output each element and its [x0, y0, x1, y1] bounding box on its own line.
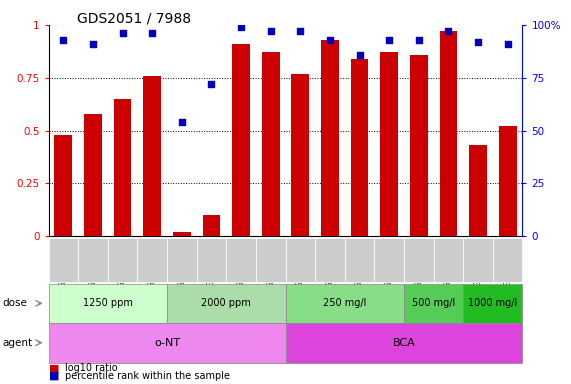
Point [148, 30, 157, 36]
Bar [321, 40, 339, 236]
Point [236, 24, 246, 30]
Text: 2000 ppm: 2000 ppm [202, 298, 251, 308]
Text: GSM105775: GSM105775 [296, 240, 305, 287]
Text: 1000 mg/l: 1000 mg/l [468, 298, 517, 308]
Text: GSM105784: GSM105784 [89, 240, 98, 286]
Text: agent: agent [3, 338, 33, 348]
Bar [173, 232, 191, 236]
Text: GSM105790: GSM105790 [266, 240, 275, 287]
Point [325, 36, 335, 43]
Point [59, 36, 68, 43]
Bar [380, 53, 398, 236]
Text: 500 mg/l: 500 mg/l [412, 298, 455, 308]
Point [385, 36, 394, 43]
Point [444, 28, 453, 35]
Point [355, 51, 364, 58]
Text: BCA: BCA [393, 338, 415, 348]
Text: GSM105777: GSM105777 [355, 240, 364, 287]
Text: o-NT: o-NT [154, 338, 180, 348]
Text: GSM105782: GSM105782 [503, 240, 512, 286]
Bar [410, 55, 428, 236]
Bar [262, 53, 280, 236]
Bar [499, 126, 517, 236]
Bar [203, 215, 220, 236]
Point [414, 36, 423, 43]
Text: GSM105780: GSM105780 [444, 240, 453, 286]
Text: log10 ratio: log10 ratio [65, 363, 117, 373]
Text: dose: dose [3, 298, 28, 308]
Bar [351, 59, 368, 236]
Text: GSM105778: GSM105778 [385, 240, 393, 286]
Point [177, 119, 186, 125]
Point [266, 28, 275, 35]
Bar [54, 135, 73, 236]
Text: GSM105781: GSM105781 [473, 240, 482, 286]
Bar [84, 114, 102, 236]
Point [503, 41, 512, 47]
Bar [232, 44, 250, 236]
Bar [291, 73, 309, 236]
Bar [440, 31, 457, 236]
Text: GSM105788: GSM105788 [207, 240, 216, 286]
Bar [114, 99, 131, 236]
Point [118, 30, 127, 36]
Text: 250 mg/l: 250 mg/l [323, 298, 367, 308]
Bar [143, 76, 161, 236]
Text: GSM105787: GSM105787 [178, 240, 186, 286]
Text: GSM105779: GSM105779 [415, 240, 423, 287]
Point [296, 28, 305, 35]
Point [473, 39, 482, 45]
Text: ■: ■ [49, 371, 59, 381]
Text: GSM105785: GSM105785 [118, 240, 127, 286]
Text: GSM105786: GSM105786 [148, 240, 156, 286]
Text: 1250 ppm: 1250 ppm [83, 298, 132, 308]
Text: GSM105783: GSM105783 [59, 240, 68, 286]
Text: GSM105776: GSM105776 [325, 240, 335, 287]
Text: percentile rank within the sample: percentile rank within the sample [65, 371, 230, 381]
Bar [469, 146, 487, 236]
Text: GDS2051 / 7988: GDS2051 / 7988 [77, 12, 191, 25]
Point [89, 41, 98, 47]
Text: ■: ■ [49, 363, 59, 373]
Point [207, 81, 216, 87]
Text: GSM105789: GSM105789 [236, 240, 246, 286]
